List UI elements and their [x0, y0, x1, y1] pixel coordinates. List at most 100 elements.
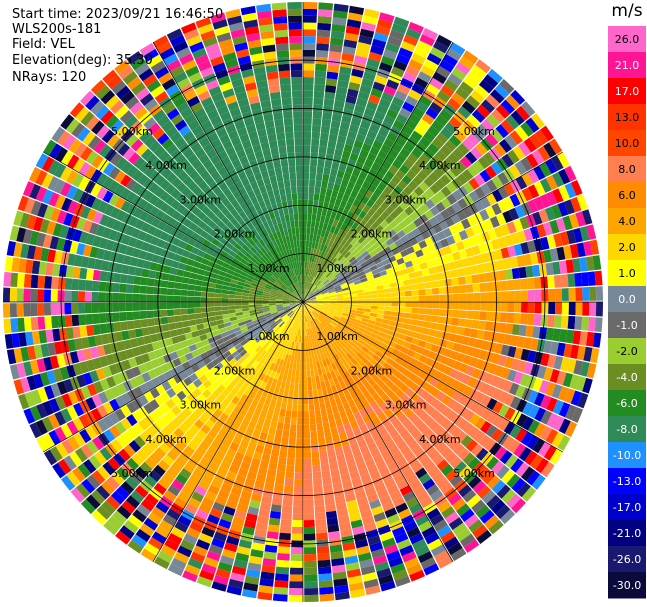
- range-gate: [151, 341, 161, 351]
- range-gate: [480, 292, 488, 302]
- range-gate: [250, 350, 258, 358]
- range-gate: [363, 308, 371, 313]
- range-gate: [30, 274, 39, 289]
- range-gate: [566, 229, 577, 245]
- range-gate: [265, 235, 272, 243]
- range-gate: [319, 274, 325, 281]
- range-gate: [71, 314, 80, 327]
- range-gate: [379, 402, 389, 412]
- range-gate: [380, 383, 390, 393]
- range-gate: [264, 383, 272, 392]
- range-gate: [181, 208, 192, 218]
- range-gate: [589, 302, 597, 317]
- range-gate: [257, 328, 265, 335]
- range-gate: [467, 70, 483, 85]
- range-gate: [6, 240, 16, 257]
- range-gate: [121, 430, 134, 444]
- range-gate: [229, 358, 238, 366]
- range-gate: [304, 308, 308, 316]
- range-gate: [262, 558, 276, 567]
- range-gate: [304, 308, 307, 316]
- range-gate: [525, 265, 534, 278]
- range-gate: [403, 520, 418, 533]
- range-gate: [520, 290, 528, 302]
- range-gate: [528, 404, 540, 419]
- range-gate: [50, 383, 62, 398]
- range-gate: [241, 292, 250, 297]
- range-gate: [318, 146, 327, 154]
- range-gate: [322, 477, 332, 486]
- range-gate: [154, 91, 169, 104]
- range-gate: [447, 152, 460, 165]
- range-gate: [362, 364, 371, 373]
- range-gate: [336, 86, 348, 96]
- range-gate: [379, 531, 394, 542]
- range-gate: [270, 504, 282, 513]
- range-gate: [170, 188, 181, 200]
- range-gate: [317, 257, 323, 265]
- range-gate: [377, 309, 385, 315]
- range-gate: [144, 456, 158, 470]
- range-gate: [230, 261, 238, 268]
- range-gate: [311, 382, 317, 391]
- range-gate: [254, 274, 262, 281]
- range-gate: [539, 425, 553, 441]
- range-gate: [394, 215, 404, 225]
- range-gate: [129, 101, 144, 115]
- range-gate: [340, 528, 353, 538]
- range-gate: [303, 83, 314, 91]
- range-gate: [288, 389, 294, 397]
- range-gate: [192, 408, 203, 419]
- range-gate: [64, 278, 73, 290]
- range-gate: [146, 294, 154, 302]
- range-gate: [317, 324, 324, 331]
- range-gate: [294, 290, 300, 297]
- range-gate: [330, 427, 339, 436]
- range-gate: [66, 185, 78, 200]
- range-gate: [133, 319, 142, 329]
- range-gate: [332, 183, 341, 192]
- range-gate: [247, 230, 255, 239]
- ray: [303, 302, 555, 478]
- range-gate: [307, 307, 313, 313]
- range-gate: [333, 315, 341, 321]
- range-gate: [41, 156, 55, 172]
- range-gate: [295, 314, 299, 322]
- range-gate: [274, 580, 289, 588]
- range-gate: [247, 506, 260, 516]
- range-gate: [303, 186, 309, 194]
- range-gate: [196, 429, 207, 440]
- range-gate: [132, 293, 140, 302]
- range-gate: [391, 348, 401, 357]
- range-gate: [375, 459, 387, 470]
- range-gate: [526, 153, 539, 169]
- range-gate: [438, 287, 446, 295]
- range-gate: [188, 169, 200, 181]
- range-gate: [355, 177, 365, 187]
- range-gate: [320, 352, 325, 361]
- range-gate: [311, 451, 320, 459]
- range-gate: [319, 139, 328, 148]
- range-gate: [122, 255, 132, 266]
- range-gate: [96, 485, 111, 500]
- range-gate: [348, 5, 365, 15]
- range-gate: [408, 211, 419, 222]
- range-gate: [338, 431, 348, 441]
- range-gate: [326, 147, 335, 156]
- range-gate: [514, 126, 529, 141]
- range-gate: [214, 350, 223, 358]
- range-gate: [300, 342, 303, 350]
- range-gate: [411, 258, 420, 266]
- range-gate: [335, 502, 347, 511]
- range-gate: [148, 182, 160, 194]
- range-gate: [328, 310, 336, 315]
- range-gate: [141, 353, 151, 364]
- range-gate: [128, 216, 139, 228]
- range-gate: [72, 467, 86, 483]
- range-gate: [303, 300, 310, 302]
- range-gate: [106, 495, 121, 510]
- range-gate: [308, 328, 312, 336]
- range-gate: [326, 71, 339, 80]
- range-gate: [565, 329, 575, 344]
- range-gate: [327, 273, 334, 280]
